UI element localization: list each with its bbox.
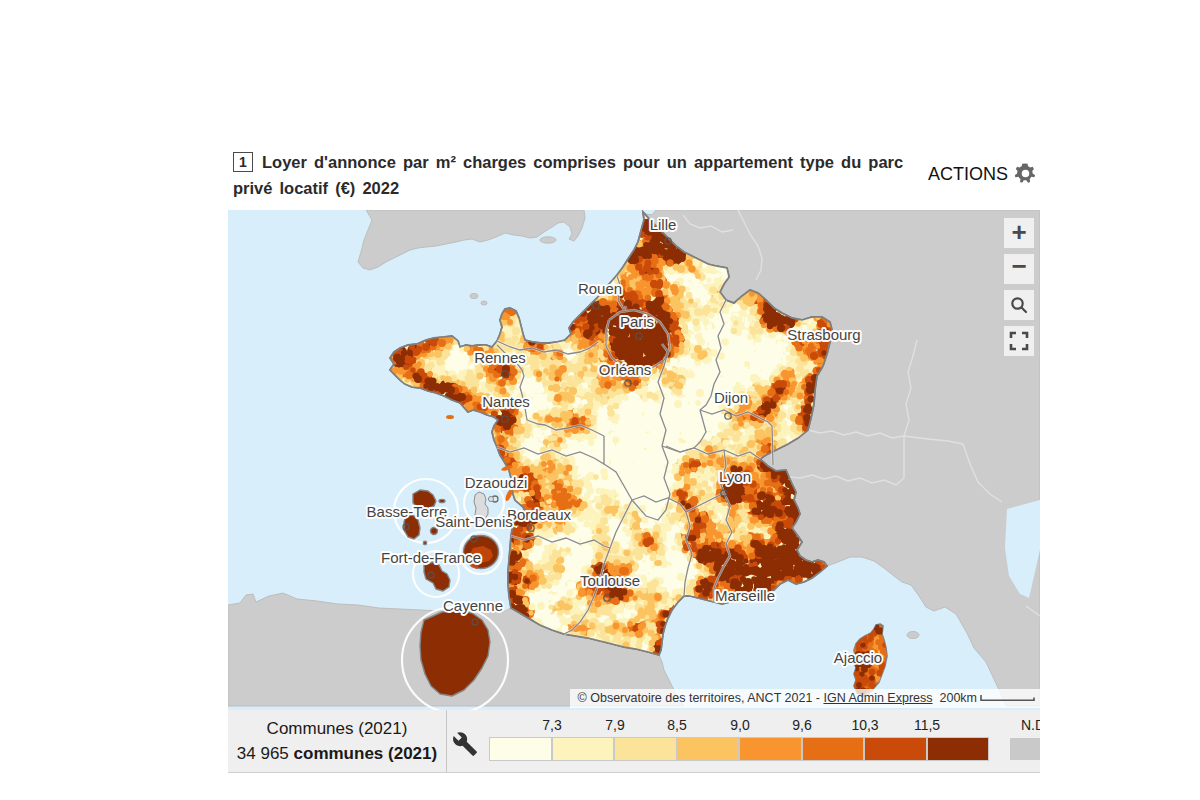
svg-text:Paris: Paris: [620, 313, 654, 330]
svg-text:Lille: Lille: [650, 216, 677, 233]
svg-text:Rennes: Rennes: [474, 349, 526, 366]
svg-text:Dijon: Dijon: [714, 389, 748, 406]
svg-text:Strasbourg: Strasbourg: [787, 326, 860, 343]
svg-text:Marseille: Marseille: [715, 587, 775, 604]
svg-text:Saint-Denis: Saint-Denis: [435, 513, 513, 530]
svg-text:Orléans: Orléans: [599, 361, 652, 378]
svg-text:Toulouse: Toulouse: [580, 572, 640, 589]
svg-text:Nantes: Nantes: [482, 393, 530, 410]
svg-text:Lyon: Lyon: [719, 468, 751, 485]
svg-text:Ajaccio: Ajaccio: [834, 649, 882, 666]
svg-text:Fort-de-France: Fort-de-France: [381, 549, 481, 566]
svg-text:Bordeaux: Bordeaux: [507, 506, 572, 523]
svg-text:Dzaoudzi: Dzaoudzi: [465, 474, 528, 491]
svg-text:Rouen: Rouen: [578, 280, 622, 297]
svg-text:Cayenne: Cayenne: [443, 597, 503, 614]
